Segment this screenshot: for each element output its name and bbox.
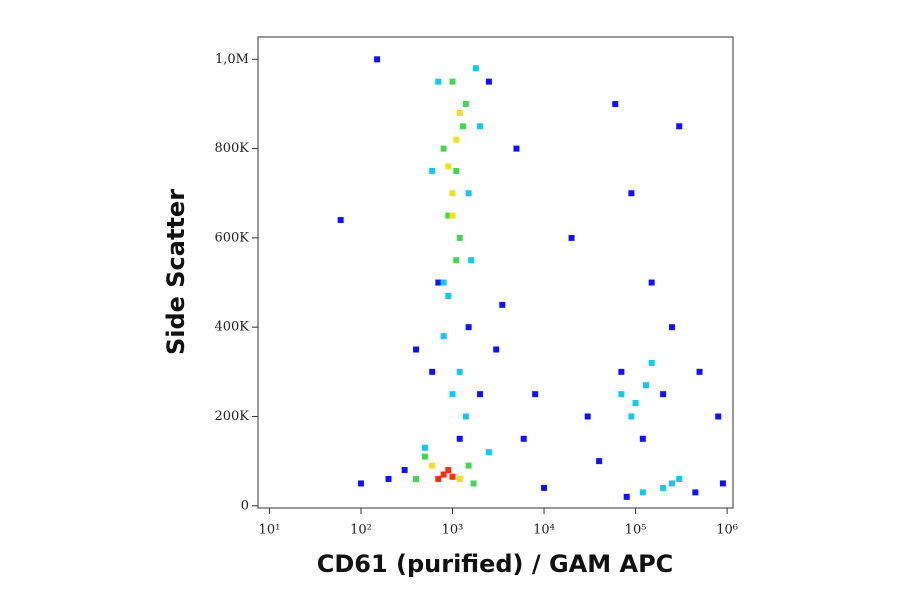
data-point: [676, 123, 683, 130]
data-point: [618, 368, 625, 375]
data-point: [477, 391, 484, 398]
data-point: [337, 217, 344, 224]
data-point: [493, 346, 500, 353]
data-point: [429, 368, 436, 375]
data-point: [648, 359, 655, 366]
data-point: [642, 382, 649, 389]
data-point: [456, 368, 463, 375]
data-point: [435, 475, 442, 482]
data-point: [445, 292, 452, 299]
data-point: [520, 435, 527, 442]
data-point: [465, 462, 472, 469]
data-point: [632, 400, 639, 407]
x-tick-label: 10⁶: [716, 523, 738, 538]
data-point: [453, 136, 460, 143]
data-point: [715, 413, 722, 420]
data-point: [668, 324, 675, 331]
data-point: [628, 413, 635, 420]
data-point: [449, 473, 456, 480]
y-tick-label: 600K: [214, 230, 249, 245]
data-point: [357, 480, 364, 487]
data-point: [568, 234, 575, 241]
data-point: [692, 489, 699, 496]
y-axis-title: Side Scatter: [162, 189, 190, 355]
data-point: [660, 391, 667, 398]
data-point: [628, 190, 635, 197]
data-point: [453, 167, 460, 174]
data-point: [465, 324, 472, 331]
data-point: [445, 467, 452, 474]
data-point: [513, 145, 520, 152]
data-point: [477, 123, 484, 130]
data-point: [623, 493, 630, 500]
data-point: [429, 462, 436, 469]
data-point: [440, 145, 447, 152]
data-point: [413, 346, 420, 353]
data-point: [648, 279, 655, 286]
data-point: [456, 234, 463, 241]
data-point: [618, 391, 625, 398]
plot-frame: [257, 36, 734, 509]
data-point: [459, 123, 466, 130]
data-point: [584, 413, 591, 420]
x-tick-label: 10³: [442, 523, 464, 538]
data-point: [385, 475, 392, 482]
data-point: [421, 453, 428, 460]
y-tick-label: 0: [241, 498, 249, 513]
data-point: [468, 257, 475, 264]
data-point: [485, 78, 492, 85]
data-point: [541, 484, 548, 491]
data-point: [435, 279, 442, 286]
x-tick-label: 10²: [350, 523, 372, 538]
data-point: [676, 475, 683, 482]
data-point: [374, 56, 381, 63]
data-point: [456, 435, 463, 442]
x-tick-label: 10¹: [259, 523, 281, 538]
data-point: [440, 471, 447, 478]
data-point: [499, 301, 506, 308]
x-tick-label: 10⁴: [533, 523, 555, 538]
y-tick-label: 400K: [214, 320, 249, 335]
data-point: [462, 413, 469, 420]
data-point: [696, 368, 703, 375]
data-point: [429, 167, 436, 174]
data-point: [639, 435, 646, 442]
data-point: [668, 480, 675, 487]
data-point: [532, 391, 539, 398]
data-point: [435, 78, 442, 85]
x-tick-label: 10⁵: [625, 523, 647, 538]
data-point: [401, 467, 408, 474]
data-point: [472, 65, 479, 72]
data-point: [445, 163, 452, 170]
data-point: [449, 78, 456, 85]
y-tick-label: 800K: [214, 141, 249, 156]
data-point: [596, 458, 603, 465]
data-point: [449, 391, 456, 398]
data-point: [445, 212, 452, 219]
data-point: [719, 480, 726, 487]
data-point: [462, 100, 469, 107]
data-point: [440, 279, 447, 286]
data-point: [456, 109, 463, 116]
data-point: [485, 449, 492, 456]
data-point: [449, 212, 456, 219]
data-point: [413, 475, 420, 482]
x-axis-title: CD61 (purified) / GAM APC: [317, 550, 674, 578]
data-point: [470, 480, 477, 487]
data-point: [440, 333, 447, 340]
y-tick-label: 1,0M: [215, 52, 249, 67]
data-point: [639, 489, 646, 496]
data-point: [660, 484, 667, 491]
data-point: [465, 190, 472, 197]
data-point: [453, 257, 460, 264]
data-point: [421, 444, 428, 451]
data-point: [456, 475, 463, 482]
data-point: [612, 100, 619, 107]
data-point: [449, 190, 456, 197]
y-tick-label: 200K: [214, 409, 249, 424]
